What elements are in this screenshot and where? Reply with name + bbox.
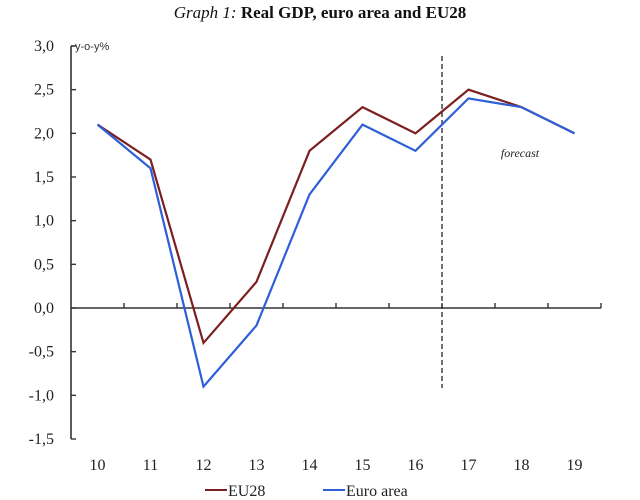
x-tick-label: 12: [196, 457, 212, 474]
x-tick-label: 19: [567, 457, 583, 474]
y-tick-label: 1,5: [34, 169, 54, 186]
series-line-eu28: [96, 88, 575, 346]
x-tick-label: 14: [302, 457, 318, 474]
y-tick-label: 0,0: [34, 300, 54, 317]
x-tick-label: 17: [461, 457, 477, 474]
series-lines: [96, 88, 575, 389]
x-ticks: 10 11 12 13 14 15 16 17 18 19: [90, 303, 602, 474]
x-tick-label: 18: [514, 457, 530, 474]
x-tick-label: 11: [143, 457, 158, 474]
x-tick-label: 16: [408, 457, 424, 474]
legend: EU28 Euro area: [205, 483, 408, 500]
y-tick-label: 3,0: [34, 38, 54, 55]
y-tick-label: -1,5: [29, 431, 54, 448]
x-tick-label: 13: [249, 457, 265, 474]
y-tick-label: 2,0: [34, 125, 54, 142]
x-tick-label: 15: [355, 457, 371, 474]
chart-title-prefix: Graph 1:: [173, 3, 237, 22]
y-tick-label: -1,0: [29, 387, 54, 404]
forecast-label: forecast: [501, 146, 540, 160]
y-tick-label: 2,5: [34, 82, 54, 99]
axes: [70, 45, 601, 439]
series-line-euro-area: [96, 97, 575, 389]
y-ticks: 3,0 2,5 2,0 1,5 1,0 0,5 0,0 -0,5 -1,0 -1,5: [29, 38, 76, 448]
y-tick-label: 0,5: [34, 256, 54, 273]
y-tick-label: 1,0: [34, 213, 54, 230]
x-tick-label: 10: [90, 457, 106, 474]
y-tick-label: -0,5: [29, 344, 54, 361]
legend-label: EU28: [228, 483, 265, 500]
y-axis-unit-label: y-o-y%: [75, 41, 109, 53]
chart-title: Graph 1: Real GDP, euro area and EU28: [0, 3, 640, 23]
chart-title-text: Real GDP, euro area and EU28: [240, 3, 467, 22]
legend-label: Euro area: [346, 483, 408, 500]
